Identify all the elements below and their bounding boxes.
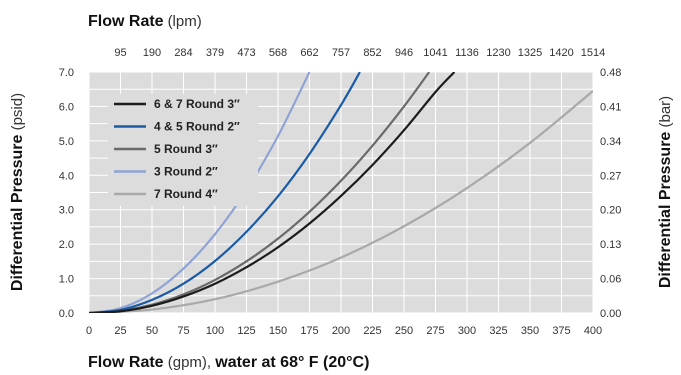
legend-label: 5 Round 3″ <box>154 142 218 156</box>
bottom-tick-label: 325 <box>489 325 507 337</box>
top-tick-label: 568 <box>269 47 287 59</box>
bottom-tick-label: 250 <box>395 325 413 337</box>
top-tick-label: 1420 <box>549 47 573 59</box>
top-axis-unit: (lpm) <box>168 13 202 30</box>
top-tick-label: 757 <box>332 47 350 59</box>
top-tick-label: 473 <box>237 47 255 59</box>
bottom-axis-title-part2: water at 68° F (20°C) <box>214 354 369 371</box>
top-tick-label: 1136 <box>455 47 479 59</box>
bottom-tick-label: 100 <box>206 325 224 337</box>
bottom-tick-label: 50 <box>146 325 158 337</box>
legend-label: 3 Round 2″ <box>154 165 218 179</box>
top-tick-label: 946 <box>395 47 413 59</box>
right-axis-title: Differential Pressure (bar) <box>657 96 674 288</box>
top-axis-title: Flow Rate (lpm) <box>88 13 202 30</box>
top-tick-label: 1041 <box>423 47 447 59</box>
bottom-tick-label: 350 <box>521 325 539 337</box>
right-tick-label: 0.20 <box>600 205 621 217</box>
bottom-tick-label: 375 <box>552 325 570 337</box>
legend-label: 4 & 5 Round 2″ <box>154 120 240 134</box>
bottom-tick-label: 175 <box>300 325 318 337</box>
right-tick-label: 0.41 <box>600 101 621 113</box>
bottom-axis-title-part1: Flow Rate <box>88 354 164 371</box>
top-tick-labels: 95 190 284 379 473 568 662 757 852 946 1041 1136 123… <box>114 47 605 59</box>
left-tick-label: 0.0 <box>59 308 74 320</box>
top-tick-label: 379 <box>206 47 224 59</box>
bottom-tick-label: 300 <box>458 325 476 337</box>
bottom-tick-label: 75 <box>177 325 189 337</box>
series-line <box>89 72 361 313</box>
top-tick-label: 284 <box>174 47 192 59</box>
top-tick-label: 852 <box>363 47 381 59</box>
bottom-tick-label: 400 <box>584 325 602 337</box>
left-tick-label: 4.0 <box>59 170 74 182</box>
right-tick-label: 0.48 <box>600 67 621 79</box>
top-tick-label: 95 <box>114 47 126 59</box>
left-tick-label: 3.0 <box>59 205 74 217</box>
right-axis-title-text: Differential Pressure <box>657 132 674 289</box>
top-tick-label: 1325 <box>518 47 542 59</box>
bottom-tick-label: 25 <box>114 325 126 337</box>
left-tick-label: 6.0 <box>59 101 74 113</box>
right-tick-label: 0.06 <box>600 274 621 286</box>
series-layer <box>89 72 593 313</box>
top-tick-label: 662 <box>300 47 318 59</box>
bottom-tick-label: 150 <box>269 325 287 337</box>
legend-label: 6 & 7 Round 3″ <box>154 97 240 111</box>
bottom-tick-label: 200 <box>332 325 350 337</box>
bottom-tick-label: 275 <box>426 325 444 337</box>
top-tick-label: 1514 <box>581 47 605 59</box>
left-tick-label: 7.0 <box>59 67 74 79</box>
right-axis-unit: (bar) <box>657 96 674 132</box>
left-tick-label: 1.0 <box>59 274 74 286</box>
legend: 6 & 7 Round 3″ 4 & 5 Round 2″ 5 Round 3″ 3 … <box>114 97 240 201</box>
bottom-axis-title: Flow Rate (gpm), water at 68° F (20°C) <box>88 354 369 371</box>
legend-label: 7 Round 4″ <box>154 187 218 201</box>
series-line <box>89 72 456 313</box>
right-tick-label: 0.27 <box>600 170 621 182</box>
left-tick-label: 2.0 <box>59 239 74 251</box>
left-tick-label: 5.0 <box>59 136 74 148</box>
bottom-tick-labels: 0 25 50 75 100 125 150 175 200 225 250 275 300 325 350… <box>86 325 602 337</box>
left-axis-title-text: Differential Pressure <box>9 134 26 291</box>
right-tick-label: 0.34 <box>600 136 621 148</box>
bottom-tick-label: 125 <box>237 325 255 337</box>
right-tick-labels: 0.00 0.06 0.13 0.20 0.27 0.34 0.41 0.48 <box>600 67 621 320</box>
left-axis-title: Differential Pressure (psid) <box>9 93 26 291</box>
bottom-tick-label: 0 <box>86 325 92 337</box>
bottom-axis-title-unit: (gpm), <box>164 354 216 371</box>
top-tick-label: 190 <box>143 47 161 59</box>
right-tick-label: 0.00 <box>600 308 621 320</box>
bottom-tick-label: 225 <box>363 325 381 337</box>
left-tick-labels: 0.0 1.0 2.0 3.0 4.0 5.0 6.0 7.0 <box>59 67 74 320</box>
top-axis-title-text: Flow Rate <box>88 13 164 30</box>
series-line <box>89 72 311 313</box>
right-tick-label: 0.13 <box>600 239 621 251</box>
left-axis-unit: (psid) <box>9 93 26 135</box>
series-line <box>89 90 593 313</box>
top-tick-label: 1230 <box>486 47 510 59</box>
